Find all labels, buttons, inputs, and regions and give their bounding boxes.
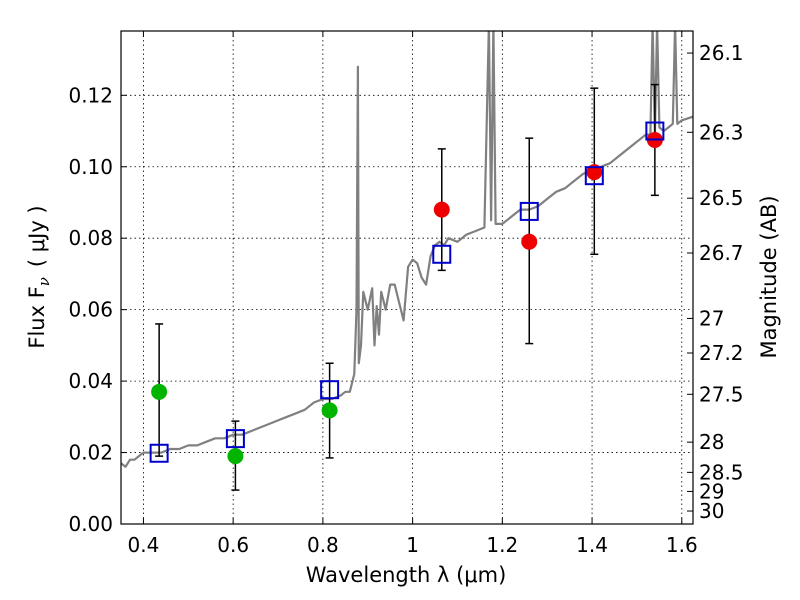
y-tick-label: 0.08: [68, 226, 113, 250]
x-tick-label: 0.8: [307, 533, 339, 557]
y-axis: 0.00 0.02 0.04 0.06 0.08 0.10 0.12: [68, 83, 127, 536]
model-band-square: [584, 166, 604, 186]
green-point: [227, 448, 244, 465]
y2-tick-label: 26.3: [699, 120, 744, 144]
x-axis: 0.4 0.6 0.8 1 1.2 1.4 1.6: [128, 31, 698, 557]
y-tick-label: 0.04: [68, 369, 113, 393]
y-axis-label-subscript: ν: [35, 277, 53, 286]
y2-tick-label: 27.5: [699, 382, 744, 406]
plot-area: [121, 31, 693, 491]
model-band-square: [645, 121, 665, 141]
y2-tick-label: 26.1: [699, 41, 744, 65]
model-band-square: [432, 244, 452, 264]
y2-tick-label: 28.5: [699, 460, 744, 484]
y2-tick-label: 26.7: [699, 241, 744, 265]
y2-tick-label: 27.2: [699, 341, 744, 365]
x-tick-label: 1.4: [576, 533, 608, 557]
x-tick-label: 1: [406, 533, 419, 557]
y-axis-label-unit: ( μJy ): [25, 205, 49, 267]
model-band-square: [225, 429, 245, 449]
x-tick-label: 0.6: [217, 533, 249, 557]
x-axis-label: Wavelength λ (μm): [306, 563, 507, 587]
y-tick-label: 0.00: [68, 512, 113, 536]
y-tick-label: 0.02: [68, 441, 113, 465]
x-tick-label: 1.2: [486, 533, 518, 557]
green-point: [321, 402, 338, 419]
y2-axis-label: Magnitude (AB): [757, 195, 781, 358]
y-axis-label: Flux Fν ( μJy ): [25, 205, 53, 348]
plot-frame: [120, 30, 694, 525]
red-point: [521, 233, 538, 250]
y-tick-label: 0.06: [68, 298, 113, 322]
red-point: [433, 201, 450, 218]
y-tick-label: 0.10: [68, 155, 113, 179]
grid: [121, 31, 693, 524]
y-tick-label: 0.12: [68, 83, 113, 107]
green-point: [151, 383, 168, 400]
y-axis-label-group: Flux Fν ( μJy ): [25, 205, 53, 348]
x-tick-label: 1.6: [666, 533, 698, 557]
x-tick-label: 0.4: [128, 533, 160, 557]
model-band-square: [149, 443, 169, 463]
y2-tick-label: 30: [699, 499, 724, 523]
y2-tick-label: 28: [699, 430, 724, 454]
y2-tick-label: 29: [699, 479, 724, 503]
y2-tick-label: 26.5: [699, 186, 744, 210]
model-band-square: [519, 201, 539, 221]
model-spectrum-line: [121, 31, 693, 468]
y2-tick-label: 27: [699, 306, 724, 330]
y-axis-label-main: Flux F: [25, 286, 49, 348]
model-band-square: [320, 380, 340, 400]
